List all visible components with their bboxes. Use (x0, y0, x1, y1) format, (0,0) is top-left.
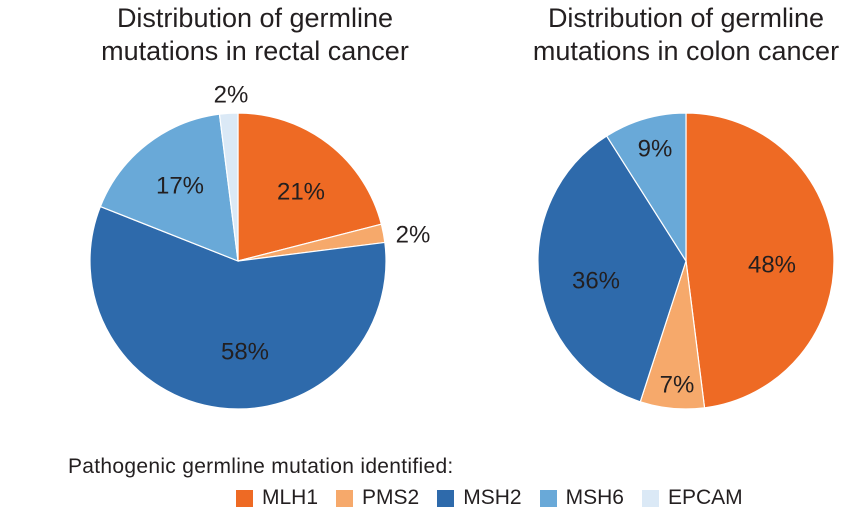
rectal-pie-chart: 21% 2% 58% 17% 2% (89, 81, 431, 410)
rectal-title-line-2: mutations in rectal cancer (101, 36, 409, 66)
legend-item-mlh1: MLH1 (236, 486, 318, 510)
rectal-label-epcam: 2% (214, 81, 249, 108)
legend-item-pms2: PMS2 (336, 486, 419, 510)
rectal-slice-msh6 (99, 113, 239, 262)
colon-label-mlh1: 48% (748, 251, 796, 278)
colon-pie-chart: 48% 7% 36% 9% (537, 112, 835, 410)
colon-chart-title: Distribution of germline mutations in co… (486, 2, 868, 68)
colon-slice-msh6 (605, 112, 687, 264)
legend-heading: Pathogenic germline mutation identified: (68, 455, 454, 478)
rectal-label-mlh1: 21% (277, 178, 325, 205)
legend-item-epcam: EPCAM (641, 486, 743, 510)
rectal-slice-msh2 (89, 205, 387, 410)
legend-label-msh6: MSH6 (565, 486, 624, 509)
colon-slice-msh2 (537, 135, 687, 403)
rectal-slice-epcam (218, 112, 239, 262)
colon-label-msh6: 9% (638, 135, 673, 162)
legend-swatch-msh6 (539, 489, 557, 507)
legend-swatch-msh2 (437, 489, 455, 507)
colon-title-line-1: Distribution of germline (547, 3, 825, 33)
rectal-label-msh6: 17% (156, 172, 204, 199)
colon-title-line-2: mutations in colon cancer (532, 36, 840, 66)
legend-item-msh2: MSH2 (437, 486, 522, 510)
legend-label-msh2: MSH2 (463, 486, 522, 509)
pie-charts: 21% 2% 58% 17% 2% 48% 7% 36% 9% (89, 81, 835, 410)
legend-swatch-epcam (641, 489, 659, 507)
rectal-label-msh2: 58% (221, 338, 269, 365)
legend-swatch-mlh1 (236, 489, 253, 507)
legend: MLH1 PMS2 MSH2 MSH6 EPCAM (236, 486, 761, 510)
colon-label-pms2: 7% (660, 371, 695, 398)
rectal-title-line-1: Distribution of germline (116, 3, 394, 33)
colon-slice-mlh1 (685, 112, 835, 409)
legend-label-mlh1: MLH1 (262, 486, 319, 509)
colon-label-msh2: 36% (572, 267, 620, 294)
rectal-chart-title: Distribution of germline mutations in re… (55, 2, 455, 68)
legend-label-pms2: PMS2 (362, 486, 420, 509)
rectal-label-pms2: 2% (396, 221, 431, 248)
legend-swatch-pms2 (336, 489, 354, 507)
legend-item-msh6: MSH6 (539, 486, 624, 510)
legend-label-epcam: EPCAM (667, 486, 743, 509)
rectal-slice-mlh1 (237, 112, 383, 262)
